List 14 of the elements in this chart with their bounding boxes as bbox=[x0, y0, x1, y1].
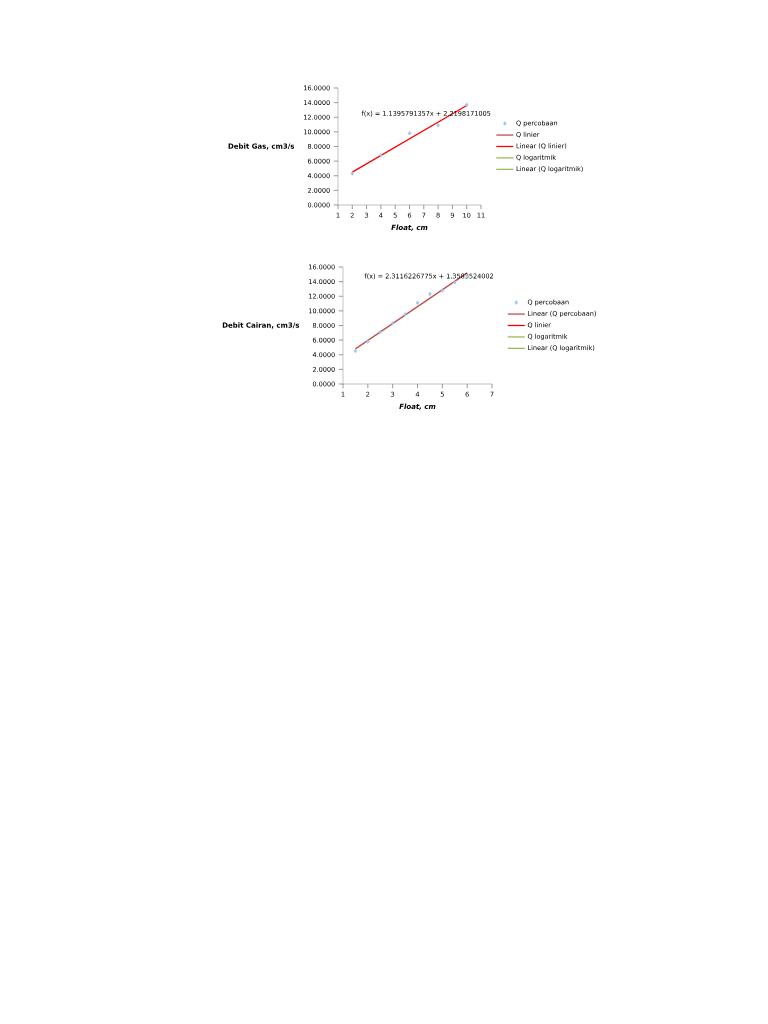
point bbox=[407, 131, 412, 136]
point bbox=[366, 339, 370, 344]
point bbox=[353, 348, 358, 354]
point bbox=[415, 300, 420, 306]
point bbox=[440, 288, 445, 293]
point bbox=[403, 312, 407, 317]
point bbox=[436, 123, 440, 128]
point bbox=[350, 171, 354, 176]
point bbox=[453, 280, 457, 285]
point bbox=[465, 102, 469, 108]
point bbox=[428, 291, 432, 297]
point bbox=[390, 321, 395, 326]
point bbox=[379, 153, 383, 158]
point bbox=[378, 329, 382, 335]
